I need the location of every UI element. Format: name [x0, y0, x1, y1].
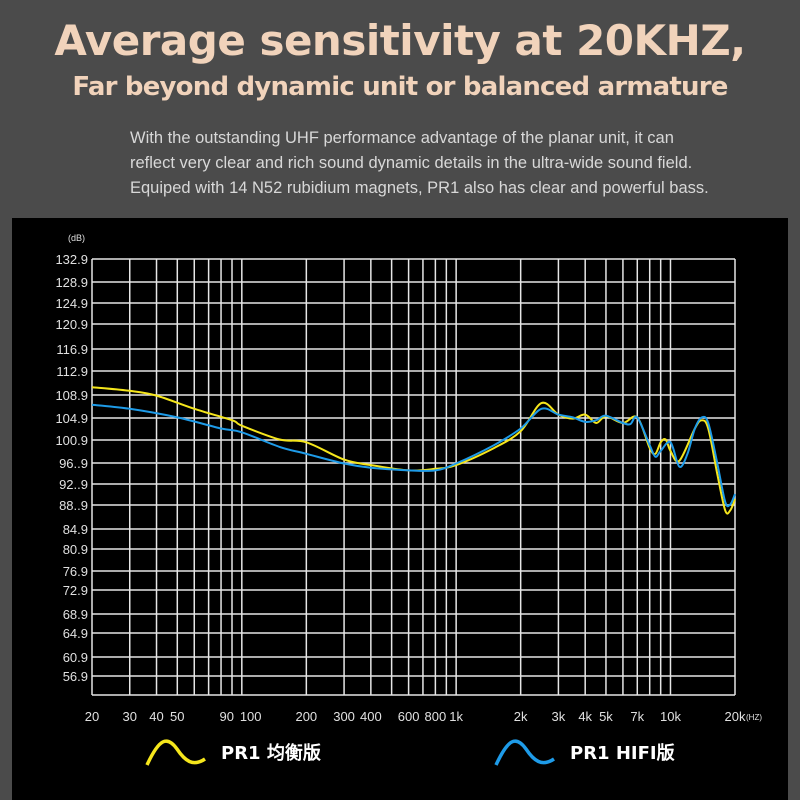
x-tick-label: 40: [149, 709, 163, 724]
subheadline: Far beyond dynamic unit or balanced arma…: [72, 72, 728, 102]
x-tick-label: 2k: [514, 709, 528, 724]
description-line: Equiped with 14 N52 rubidium magnets, PR…: [130, 179, 709, 197]
y-tick-label: 64.9: [63, 626, 88, 641]
headline: Average sensitivity at 20KHZ,: [54, 16, 746, 65]
blue-wave-icon: [494, 739, 555, 766]
x-tick-label: 3k: [552, 709, 566, 724]
series-line-pr1-eq: [91, 386, 736, 515]
y-tick-label: 68.9: [63, 607, 88, 622]
x-tick-label: 30: [123, 709, 137, 724]
x-tick-label: 10k: [660, 709, 681, 724]
y-tick-label: 56.9: [63, 669, 88, 684]
y-tick-label: 92..9: [59, 477, 88, 492]
legend-item-blue: PR1 HIFI版: [494, 737, 675, 767]
x-tick-label: 300: [333, 709, 355, 724]
x-axis-unit: (HZ): [746, 713, 762, 722]
chart-panel: [12, 218, 788, 800]
y-tick-label: 124.9: [55, 296, 88, 311]
x-tick-label: 600: [398, 709, 420, 724]
x-tick-label: 5k: [599, 709, 613, 724]
x-tick-label: 50: [170, 709, 184, 724]
y-tick-label: 100.9: [55, 433, 88, 448]
x-tick-label: 1k: [449, 709, 463, 724]
x-tick-label: 20: [85, 709, 99, 724]
y-tick-label: 80.9: [63, 542, 88, 557]
yellow-wave-icon: [145, 739, 206, 766]
x-tick-label: 800: [425, 709, 447, 724]
y-tick-label: 72.9: [63, 583, 88, 598]
x-tick-label: 400: [360, 709, 382, 724]
y-tick-label: 132.9: [55, 252, 88, 267]
y-tick-label: 84.9: [63, 522, 88, 537]
y-tick-label: 88..9: [59, 498, 88, 513]
series-line-pr1-hifi: [91, 403, 736, 508]
y-axis-unit: (dB): [68, 233, 85, 243]
x-tick-label: 20k: [725, 709, 746, 724]
y-tick-label: 96..9: [59, 456, 88, 471]
legend-label: PR1 HIFI版: [570, 743, 675, 764]
description: With the outstanding UHF performance adv…: [130, 126, 770, 201]
y-tick-label: 112.9: [56, 364, 88, 379]
x-tick-label: 100: [240, 709, 262, 724]
y-tick-label: 108.9: [55, 388, 88, 403]
legend-label: PR1 均衡版: [221, 743, 321, 764]
legend-item-yellow: PR1 均衡版: [145, 737, 321, 767]
y-tick-label: 116.9: [56, 342, 88, 357]
y-tick-label: 76.9: [63, 564, 88, 579]
y-tick-label: 60.9: [63, 650, 88, 665]
x-tick-label: 90: [220, 709, 234, 724]
x-tick-label: 7k: [630, 709, 644, 724]
x-tick-label: 200: [295, 709, 317, 724]
x-tick-label: 4k: [578, 709, 592, 724]
description-line: With the outstanding UHF performance adv…: [130, 129, 674, 147]
y-tick-label: 104.9: [55, 411, 88, 426]
y-tick-label: 128.9: [55, 275, 88, 290]
description-line: reflect very clear and rich sound dynami…: [130, 154, 693, 172]
y-tick-label: 120.9: [55, 317, 88, 332]
